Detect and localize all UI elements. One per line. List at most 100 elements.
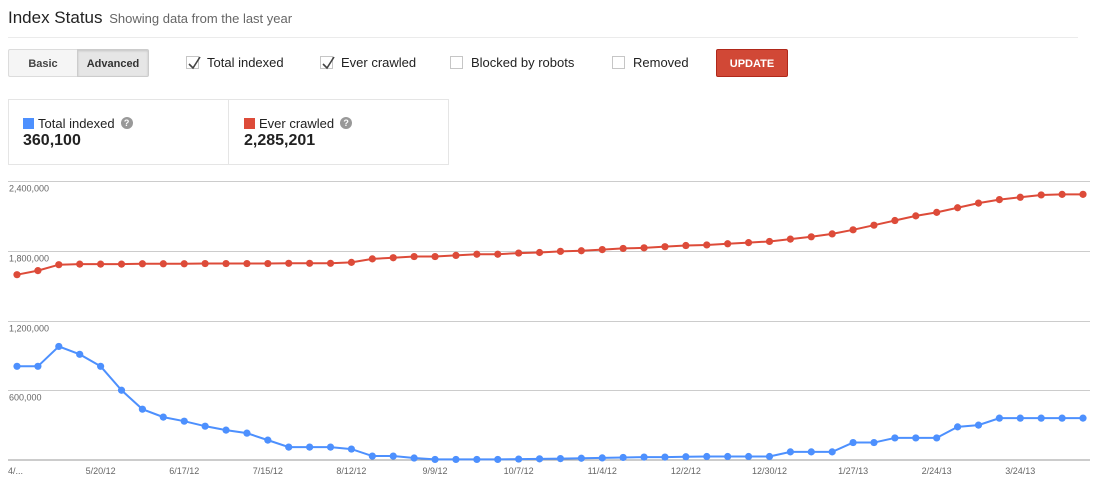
tab-basic[interactable]: Basic [8,49,78,77]
data-point [326,443,335,451]
data-point [159,260,167,268]
data-point [389,452,397,460]
checkbox[interactable] [450,56,463,69]
data-point [807,233,815,241]
data-point [786,448,794,456]
data-point [703,452,711,461]
checkbox-label[interactable]: Removed [633,55,689,70]
data-point [661,243,669,251]
series-line [17,345,1084,461]
data-point [389,254,397,262]
data-point [974,421,983,429]
help-icon[interactable]: ? [340,117,353,129]
data-point [577,454,585,462]
data-point [13,362,21,370]
data-point [828,448,836,456]
data-point [1016,193,1024,201]
data-point [995,196,1003,204]
data-point [849,226,857,234]
data-point [765,452,774,461]
data-point [159,413,167,421]
data-point [285,259,293,267]
x-tick-label: 2/24/13 [922,466,952,476]
data-point [703,241,711,249]
data-point [640,244,648,252]
checkbox[interactable] [320,56,335,70]
data-point [117,386,126,394]
legend-swatch [23,118,34,129]
data-point [995,414,1003,422]
data-point [640,453,648,461]
data-point [515,455,523,463]
x-tick-label: 3/24/13 [1005,466,1035,476]
data-point [1058,414,1066,422]
x-tick-label: 9/9/12 [423,466,448,476]
legend-label: Total indexed [38,116,115,131]
series-line [16,193,1084,276]
data-point [97,260,105,268]
data-point [912,212,920,220]
data-point [619,453,627,462]
x-tick-label: 5/20/12 [86,466,116,476]
update-button[interactable]: UPDATE [716,49,788,77]
data-point [870,438,878,447]
y-tick-label: 2,400,000 [9,184,49,194]
data-point [556,455,565,463]
data-point [76,350,84,358]
data-point [306,443,314,451]
data-point [598,245,606,254]
data-point [347,445,356,453]
data-point [891,434,899,442]
data-point [849,438,857,447]
data-point [974,199,983,207]
data-point [13,271,21,279]
checkbox-label[interactable]: Blocked by robots [471,55,575,70]
chart: 600,000 1,200,000 1,800,000 2,400,000 4/... 5… [8,181,1090,476]
help-icon[interactable]: ? [120,117,133,129]
data-point [870,221,878,229]
y-tick-label: 1,800,000 [9,254,49,264]
data-point [744,239,753,247]
data-point [97,362,105,370]
data-point [556,247,565,255]
subtitle: Showing data from the last year [109,11,293,26]
summary-value: 2,285,201 [244,132,316,149]
data-point [138,260,147,268]
data-point [953,204,962,212]
checkbox[interactable] [186,56,201,70]
x-tick-label: 7/15/12 [253,466,283,476]
checkbox-label[interactable]: Ever crawled [341,55,417,70]
y-tick-label: 600,000 [9,393,42,403]
data-point [724,240,732,248]
data-point [326,259,335,267]
data-point [1037,191,1045,199]
data-point [535,248,544,257]
data-point [891,216,899,225]
data-point [347,258,356,266]
checkmark [322,56,335,70]
data-point [452,455,460,464]
data-point [765,237,774,246]
checkbox-label[interactable]: Total indexed [207,55,284,70]
data-point [368,452,376,460]
data-point [138,405,147,413]
data-point [807,448,815,456]
checkbox[interactable] [612,56,625,69]
data-point [619,244,627,253]
data-point [535,455,544,463]
x-tick-label: 6/17/12 [169,466,199,476]
data-point [494,250,502,258]
data-point [285,443,293,451]
data-point [201,259,209,268]
data-point [661,453,669,461]
data-point [1037,414,1045,422]
data-point [368,255,376,263]
x-tick-label: 10/7/12 [504,466,534,476]
data-point [494,455,502,464]
tab-advanced[interactable]: Advanced [77,49,149,77]
data-point [222,426,230,434]
data-point [953,423,962,431]
data-point [34,362,42,370]
data-point [117,260,126,268]
data-point [473,455,481,464]
